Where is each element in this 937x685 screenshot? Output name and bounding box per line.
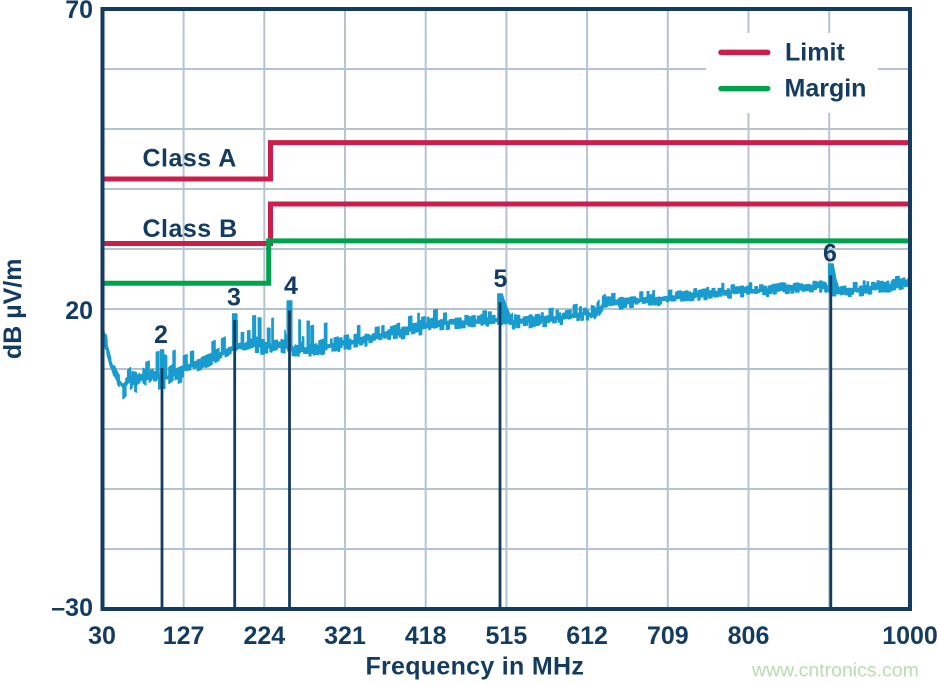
svg-text:321: 321 — [324, 622, 366, 650]
svg-text:806: 806 — [728, 622, 770, 650]
svg-text:224: 224 — [243, 622, 285, 650]
svg-text:6: 6 — [823, 240, 837, 268]
svg-text:Frequency in MHz: Frequency in MHz — [365, 653, 584, 681]
svg-text:30: 30 — [88, 622, 116, 650]
svg-text:5: 5 — [494, 265, 508, 293]
svg-text:515: 515 — [486, 622, 528, 650]
svg-text:1000: 1000 — [882, 622, 937, 650]
svg-text:3: 3 — [227, 284, 241, 312]
svg-text:70: 70 — [65, 0, 93, 24]
svg-text:www.cntronics.com: www.cntronics.com — [751, 660, 919, 682]
svg-text:Limit: Limit — [785, 39, 845, 67]
svg-text:4: 4 — [284, 272, 298, 300]
svg-text:2: 2 — [154, 321, 168, 349]
svg-text:709: 709 — [647, 622, 689, 650]
svg-text:127: 127 — [163, 622, 205, 650]
svg-text:Class A: Class A — [143, 145, 237, 173]
svg-text:612: 612 — [566, 622, 608, 650]
svg-text:–30: –30 — [51, 594, 93, 622]
svg-text:Class B: Class B — [143, 215, 238, 243]
svg-text:418: 418 — [405, 622, 447, 650]
svg-text:Margin: Margin — [785, 74, 867, 102]
svg-text:dB µV/m: dB µV/m — [0, 259, 27, 360]
svg-text:20: 20 — [65, 297, 93, 325]
